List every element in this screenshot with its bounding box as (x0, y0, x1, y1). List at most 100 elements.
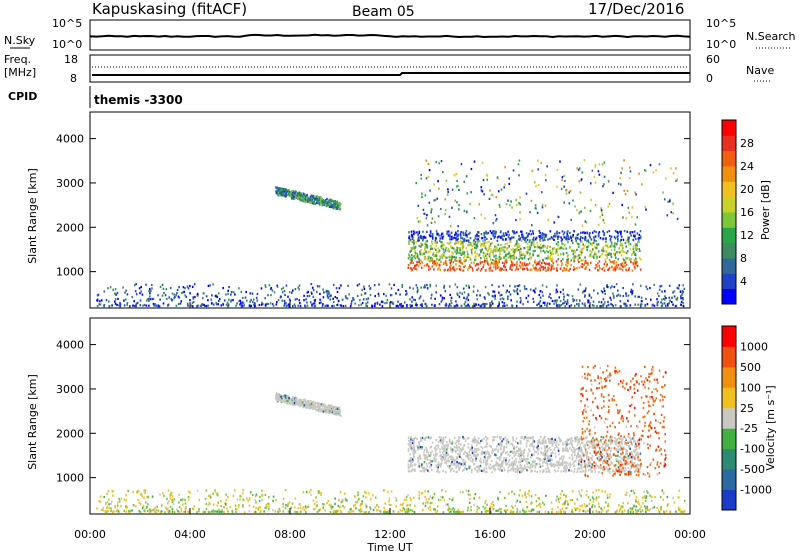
scatter-cell (566, 506, 568, 510)
scatter-cell (137, 490, 140, 493)
scatter-cell (662, 498, 665, 501)
scatter-cell (630, 290, 632, 293)
scatter-cell (639, 507, 641, 510)
scatter-cell (499, 298, 502, 301)
scatter-cell (431, 257, 434, 261)
scatter-cell (539, 296, 542, 299)
scatter-cell (365, 491, 367, 495)
scatter-cell (532, 240, 534, 243)
scatter-cell (452, 237, 454, 240)
scatter-cell (284, 195, 287, 198)
scatter-cell (635, 505, 637, 508)
scatter-cell (542, 461, 544, 464)
scatter-cell (451, 508, 453, 511)
scatter-cell (592, 510, 594, 513)
scatter-cell (520, 239, 523, 243)
scatter-cell (502, 304, 504, 308)
scatter-cell (565, 507, 567, 510)
scatter-cell (425, 498, 428, 501)
scatter-cell (598, 495, 600, 498)
scatter-cell (645, 208, 647, 211)
scatter-cell (500, 257, 503, 260)
scatter-cell (461, 237, 464, 240)
scatter-cell (630, 258, 632, 261)
scatter-cell (441, 243, 444, 246)
scatter-cell (663, 302, 666, 305)
scatter-cell (468, 243, 470, 247)
scatter-cell (134, 284, 136, 287)
scatter-cell (499, 258, 502, 261)
scatter-cell (145, 506, 148, 509)
scatter-cell (145, 501, 147, 504)
scatter-cell (503, 265, 505, 268)
scatter-cell (276, 192, 279, 195)
scatter-cell (605, 240, 607, 243)
scatter-cell (422, 230, 424, 233)
scatter-cell (457, 225, 459, 228)
scatter-cell (575, 299, 578, 302)
scatter-cell (504, 166, 506, 169)
scatter-cell (603, 289, 606, 292)
scatter-cell (419, 303, 422, 307)
scatter-cell (634, 254, 637, 257)
scatter-cell (525, 296, 528, 300)
scatter-cell (423, 264, 426, 267)
scatter-cell (429, 285, 432, 288)
scatter-cell (632, 489, 635, 492)
scatter-cell (114, 300, 116, 303)
scatter-cell (285, 401, 288, 404)
scatter-cell (621, 244, 624, 247)
scatter-cell (566, 259, 568, 262)
scatter-cell (308, 294, 311, 298)
scatter-cell (261, 302, 264, 305)
scatter-cell (437, 250, 440, 253)
scatter-cell (275, 392, 278, 395)
scatter-cell (283, 401, 286, 404)
scatter-cell (547, 255, 549, 258)
scatter-cell (445, 302, 447, 305)
scatter-cell (456, 251, 459, 254)
scatter-cell (416, 304, 418, 307)
scatter-cell (617, 251, 619, 254)
scatter-cell (98, 303, 100, 306)
scatter-cell (129, 305, 131, 308)
scatter-cell (293, 303, 296, 306)
scatter-cell (438, 258, 441, 261)
scatter-cell (561, 230, 564, 233)
scatter-cell (484, 245, 487, 248)
scatter-cell (312, 202, 314, 205)
scatter-cell (566, 466, 568, 469)
scatter-cell (566, 461, 568, 464)
scatter-cell (494, 250, 497, 253)
scatter-cell (225, 499, 228, 502)
scatter-cell (603, 263, 606, 266)
scatter-cell (340, 414, 342, 417)
scatter-cell (645, 507, 647, 510)
scatter-cell (483, 240, 485, 243)
scatter-cell (356, 284, 359, 287)
scatter-cell (475, 255, 477, 258)
scatter-cell (286, 399, 289, 402)
scatter-cell (439, 256, 442, 259)
scatter-cell (302, 405, 304, 408)
scatter-cell (501, 234, 503, 237)
scatter-cell (579, 463, 582, 467)
scatter-cell (455, 444, 458, 447)
scatter-cell (567, 236, 570, 239)
scatter-cell (602, 185, 604, 188)
scatter-cell (310, 198, 313, 201)
scatter-cell (284, 188, 286, 191)
scatter-cell (482, 244, 484, 247)
scatter-cell (388, 509, 390, 513)
scatter-cell (397, 510, 400, 513)
scatter-cell (658, 288, 661, 291)
scatter-cell (106, 501, 109, 504)
scatter-cell (441, 296, 444, 299)
scatter-cell (530, 510, 533, 513)
scatter-cell (189, 292, 191, 295)
scatter-cell (457, 184, 459, 187)
scatter-cell (369, 294, 372, 297)
scatter-cell (469, 258, 472, 261)
scatter-cell (503, 186, 505, 189)
scatter-cell (316, 504, 318, 507)
